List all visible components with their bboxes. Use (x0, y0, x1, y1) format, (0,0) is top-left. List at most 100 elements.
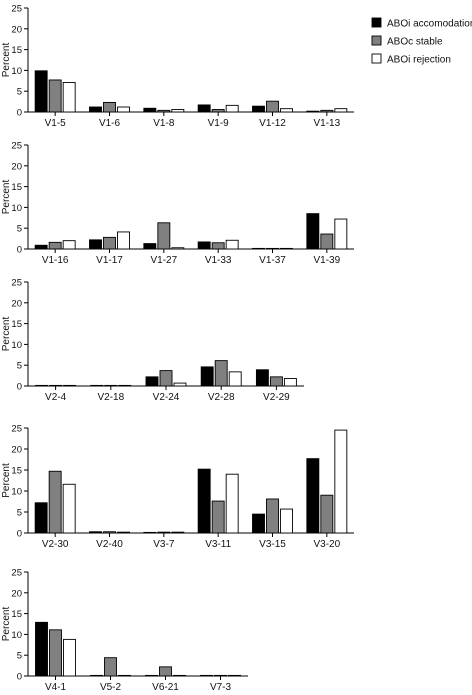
bar (118, 674, 131, 677)
bar (211, 242, 225, 250)
y-axis-title: Percent (1, 463, 12, 498)
y-tick-label: 20 (11, 24, 22, 35)
x-tick-label: V3-11 (205, 539, 231, 550)
bar (143, 531, 157, 534)
x-tick-label: V1-9 (208, 118, 230, 129)
bar (255, 369, 269, 387)
bar (306, 110, 320, 113)
x-tick-label: V5-2 (100, 682, 122, 693)
legend: ABOi accomodation ABOc stable ABOi rejecti… (371, 17, 472, 66)
bar (197, 104, 211, 113)
x-tick-label: V1-17 (96, 255, 123, 266)
y-tick-label: 0 (17, 672, 22, 683)
y-tick-label: 10 (11, 203, 22, 214)
bar (159, 370, 173, 387)
chart-panel: 0 5 10 15 20 25 Percent V2-30 V2-40 V3-7 V3-11 V3-1… (1, 424, 354, 550)
bar (103, 531, 116, 534)
y-tick-label: 10 (11, 630, 22, 641)
bar (320, 494, 334, 534)
bar (173, 674, 186, 677)
bar (211, 109, 225, 113)
bar (90, 674, 103, 677)
y-tick-label: 0 (17, 382, 22, 393)
y-tick-label: 20 (11, 588, 22, 599)
x-tick-label: V1-13 (313, 118, 340, 129)
x-tick-label: V1-27 (150, 255, 177, 266)
bar (200, 366, 214, 387)
y-tick-label: 25 (11, 141, 22, 152)
bar (35, 384, 49, 387)
y-tick-label: 15 (11, 45, 22, 56)
bar (171, 247, 185, 250)
bar (225, 473, 239, 534)
bar (145, 674, 158, 677)
bar (117, 106, 130, 113)
chart-panels: 0 5 10 15 20 25 Percent V1-5 V1-6 V1-8 V1-9 V1-12 V1… (1, 4, 354, 693)
y-tick-label: 5 (17, 361, 22, 372)
x-tick-label: V1-6 (99, 118, 121, 129)
bar (143, 243, 157, 250)
y-tick-label: 10 (11, 66, 22, 77)
bar (103, 101, 116, 113)
bar (118, 384, 132, 387)
bar (171, 531, 185, 534)
legend-label: ABOc stable (387, 37, 443, 48)
bar (157, 531, 171, 534)
y-tick-label: 25 (11, 278, 22, 289)
bar (280, 247, 293, 250)
bar (143, 107, 157, 113)
y-tick-label: 5 (17, 651, 22, 662)
bar (334, 108, 348, 113)
bar (34, 502, 48, 534)
x-tick-label: V4-1 (45, 682, 67, 693)
bar (103, 236, 116, 250)
bar (104, 657, 117, 677)
bar (117, 231, 130, 250)
y-axis-title: Percent (1, 180, 12, 215)
legend-swatch (371, 35, 382, 46)
y-axis-title: Percent (1, 43, 12, 78)
legend-label: ABOi rejection (387, 55, 451, 66)
bar (214, 674, 227, 677)
bar (214, 360, 228, 387)
x-tick-label: V3-20 (313, 539, 340, 550)
y-tick-label: 0 (17, 245, 22, 256)
x-tick-label: V6-21 (152, 682, 179, 693)
bar (200, 674, 213, 677)
bar (320, 109, 334, 113)
bar (320, 233, 334, 250)
bar (62, 240, 76, 250)
x-tick-label: V2-4 (45, 392, 67, 403)
x-tick-label: V2-18 (97, 392, 124, 403)
y-tick-label: 20 (11, 445, 22, 456)
x-tick-label: V1-33 (205, 255, 232, 266)
bar (145, 376, 159, 387)
bar (34, 70, 48, 113)
legend-swatch (371, 17, 382, 28)
bar (48, 470, 62, 534)
legend-swatch (371, 53, 382, 64)
x-tick-label: V7-3 (210, 682, 232, 693)
bar (225, 239, 239, 250)
bar (228, 371, 242, 387)
x-tick-label: V3-7 (153, 539, 175, 550)
y-tick-label: 25 (11, 568, 22, 579)
y-tick-label: 5 (17, 508, 22, 519)
bar (211, 500, 225, 534)
chart-panel: 0 5 10 15 20 25 Percent V1-5 V1-6 V1-8 V1-9 V1-12 V1… (1, 4, 354, 129)
bar (157, 222, 171, 250)
bar (48, 79, 62, 113)
x-tick-label: V2-40 (96, 539, 123, 550)
bar (280, 508, 293, 534)
bar (89, 531, 102, 534)
bar (280, 108, 293, 113)
x-tick-label: V1-16 (42, 255, 69, 266)
bar (49, 629, 62, 677)
x-tick-label: V1-5 (45, 118, 67, 129)
y-tick-label: 10 (11, 487, 22, 498)
x-tick-label: V2-28 (208, 392, 235, 403)
y-tick-label: 25 (11, 424, 22, 435)
y-tick-label: 0 (17, 529, 22, 540)
bar (228, 674, 241, 677)
